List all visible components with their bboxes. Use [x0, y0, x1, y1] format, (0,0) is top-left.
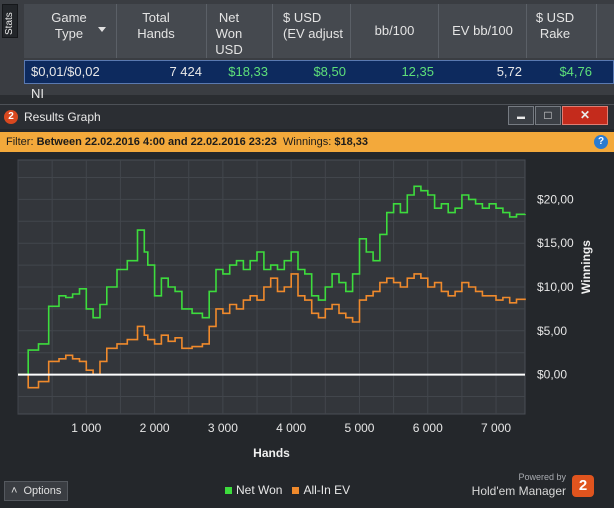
- filter-label: Filter:: [6, 136, 37, 148]
- filter-bar: Filter: Between 22.02.2016 4:00 and 22.0…: [0, 132, 614, 152]
- cell-net-won: $18,33: [228, 64, 268, 79]
- cell-game-type: $0,01/$0,02 NI: [31, 64, 100, 101]
- minimize-button[interactable]: ▬: [508, 106, 534, 125]
- x-tick-label: 1 000: [71, 421, 101, 435]
- winnings-value: $18,33: [334, 136, 369, 148]
- column-header-label: bb/100: [374, 23, 415, 38]
- y-tick-label: $10,00: [537, 280, 574, 294]
- minimize-icon: ▬: [517, 112, 525, 121]
- legend-swatch: [225, 486, 232, 494]
- column-header-label: $ USD (EV adjust: [283, 10, 343, 41]
- results-graph-window: 2 Results Graph ▬ □ ✕ Filter: Between 22…: [0, 104, 614, 508]
- winnings-label: Winnings:: [276, 136, 335, 148]
- filter-value: Between 22.02.2016 4:00 and 22.02.2016 2…: [36, 136, 277, 148]
- y-axis-title: Winnings: [579, 240, 593, 294]
- cell-bb100: 12,35: [401, 64, 434, 79]
- legend-label: Net Won: [236, 483, 283, 497]
- cell-ev-bb100: 5,72: [496, 64, 522, 79]
- legend-label: All-In EV: [303, 483, 351, 497]
- table-row[interactable]: $0,01/$0,02 NI 7 424 $18,33 $8,50 12,35 …: [24, 60, 614, 101]
- y-tick-label: $15,00: [537, 236, 574, 250]
- stats-panel: Stats Game Type Total Hands Net Won USD …: [0, 0, 614, 101]
- stats-tab-label: Stats: [4, 12, 15, 35]
- column-header-bb100[interactable]: bb/100: [351, 4, 439, 58]
- cell-total-hands: 7 424: [169, 64, 202, 79]
- close-button[interactable]: ✕: [562, 106, 608, 125]
- column-header-total-hands[interactable]: Total Hands: [117, 4, 207, 58]
- x-axis-title: Hands: [253, 446, 290, 460]
- x-tick-label: 2 000: [140, 421, 170, 435]
- x-tick-label: 6 000: [413, 421, 443, 435]
- column-header-label: Total Hands: [137, 10, 175, 41]
- legend-item-net-won[interactable]: Net Won: [225, 483, 282, 497]
- maximize-button[interactable]: □: [535, 106, 561, 125]
- title-bar[interactable]: 2 Results Graph ▬ □ ✕: [0, 105, 614, 129]
- y-tick-label: $20,00: [537, 192, 574, 206]
- stats-tab[interactable]: Stats: [2, 4, 18, 38]
- chevron-up-icon: ˄: [11, 485, 18, 497]
- column-header-net-won[interactable]: Net Won USD: [207, 4, 273, 58]
- series-lines: [18, 185, 526, 389]
- x-tick-label: 3 000: [208, 421, 238, 435]
- options-button[interactable]: ˄ Options: [4, 481, 68, 501]
- column-header-label: EV bb/100: [452, 23, 513, 38]
- legend-swatch: [292, 486, 300, 494]
- options-label: Options: [23, 485, 62, 497]
- cell-rake: $4,76: [559, 64, 592, 79]
- window-title: Results Graph: [24, 110, 101, 124]
- powered-by-text: Powered by: [518, 472, 566, 482]
- brand-name: Hold'em Manager: [471, 484, 566, 498]
- brand-logo-icon: 2: [572, 475, 594, 497]
- cell-ev-adjusted: $8,50: [313, 64, 346, 79]
- column-header-ev-bb100[interactable]: EV bb/100: [439, 4, 527, 58]
- column-header-rake[interactable]: $ USD Rake: [527, 4, 597, 58]
- app-logo-icon: 2: [4, 110, 18, 124]
- chart-legend: Net Won All-In EV: [225, 483, 360, 497]
- results-chart: 1 000 2 000 3 000 4 000 5 000 6 000 7 000 $0,00…: [0, 152, 614, 472]
- column-header-label: Net Won USD: [215, 10, 243, 57]
- column-header-label: $ USD Rake: [535, 10, 575, 41]
- help-icon[interactable]: ?: [594, 135, 608, 149]
- close-icon: ✕: [579, 108, 591, 122]
- column-header-game-type[interactable]: Game Type: [24, 4, 117, 58]
- y-tick-label: $0,00: [537, 368, 567, 382]
- column-header-ev-adjusted[interactable]: $ USD (EV adjust: [273, 4, 351, 58]
- column-header-label: Game Type: [51, 10, 87, 41]
- series-line-all-in-ev: [18, 273, 526, 389]
- sort-down-icon[interactable]: [98, 27, 106, 32]
- y-tick-label: $5,00: [537, 324, 567, 338]
- maximize-icon: □: [544, 108, 552, 122]
- stats-table-header: Game Type Total Hands Net Won USD $ USD …: [24, 4, 614, 58]
- branding: Powered by Hold'em Manager 2: [470, 471, 606, 501]
- series-line-net-won: [18, 185, 526, 376]
- legend-item-all-in-ev[interactable]: All-In EV: [292, 483, 350, 497]
- x-tick-label: 7 000: [481, 421, 511, 435]
- axes: 1 000 2 000 3 000 4 000 5 000 6 000 7 000 $0,00…: [18, 192, 593, 460]
- x-tick-label: 5 000: [344, 421, 374, 435]
- x-tick-label: 4 000: [276, 421, 306, 435]
